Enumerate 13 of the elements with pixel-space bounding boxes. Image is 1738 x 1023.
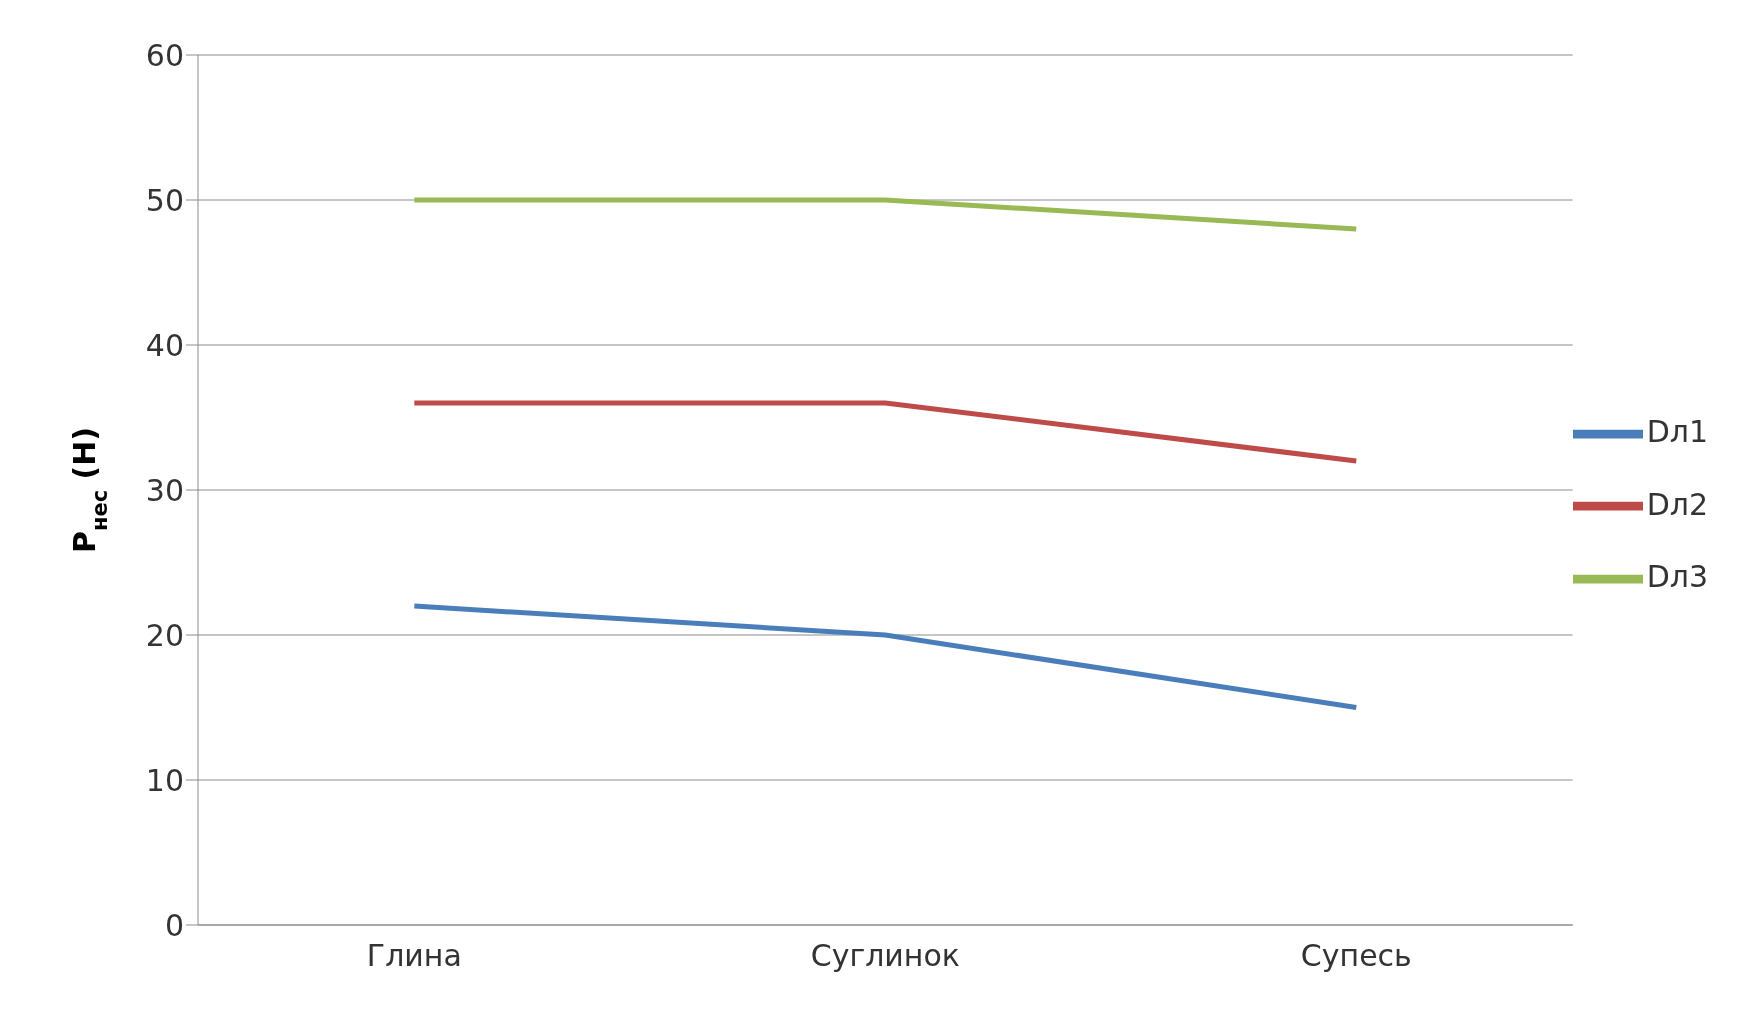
legend-label: Dл3: [1646, 559, 1708, 595]
y-tick-label: 0: [164, 907, 184, 943]
y-tick-label: 60: [145, 37, 184, 73]
x-tick-label: Глина: [366, 938, 462, 974]
y-tick-label: 10: [145, 762, 184, 798]
legend-label: Dл1: [1646, 414, 1708, 450]
y-tick-label: 50: [145, 182, 184, 218]
y-tick-label: 30: [145, 472, 184, 508]
y-tick-label: 20: [145, 617, 184, 653]
y-tick-label: 40: [145, 327, 184, 363]
legend-label: Dл2: [1646, 486, 1708, 522]
x-tick-label: Суглинок: [810, 938, 960, 974]
x-tick-label: Супесь: [1300, 938, 1412, 974]
